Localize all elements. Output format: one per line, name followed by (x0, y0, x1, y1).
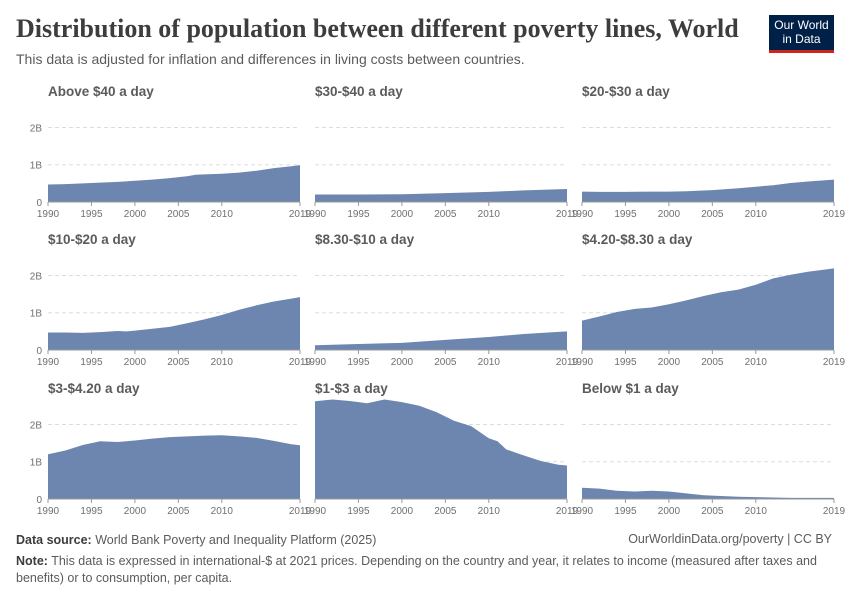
panel-8-x-tick-label: 2005 (434, 506, 457, 517)
panel-1-y-tick-label: 2B (30, 123, 43, 134)
source-link[interactable]: OurWorldinData.org/poverty | CC BY (628, 532, 832, 546)
panel-8-title: $1-$3 a day (315, 381, 388, 396)
panel-3-x-tick-label: 1990 (571, 209, 594, 220)
panel-1-y-tick-label: 1B (30, 161, 43, 172)
panel-4-x-tick-label: 2005 (167, 357, 190, 368)
panel-1-title: Above $40 a day (48, 84, 154, 99)
note-label: Note: (16, 554, 48, 568)
panel-3-x-tick-label: 2005 (701, 209, 724, 220)
panel-5-area (315, 331, 567, 350)
chart-subtitle: This data is adjusted for inflation and … (16, 51, 525, 67)
panel-1-x-tick-label: 1990 (37, 209, 60, 220)
panel-7-x-tick-label: 2019 (289, 506, 312, 517)
panel-7-x-tick-label: 2010 (211, 506, 234, 517)
panel-7-area (48, 435, 300, 499)
panel-4-area (48, 297, 300, 350)
panel-8-area (315, 399, 567, 499)
panel-1-x-tick-label: 2000 (124, 209, 147, 220)
panel-1-y-tick-label: 0 (36, 198, 42, 209)
panel-9-title: Below $1 a day (582, 381, 679, 396)
panel-1-x-tick-label: 2005 (167, 209, 190, 220)
panel-4-x-tick-label: 1990 (37, 357, 60, 368)
panel-4-x-tick-label: 2019 (289, 357, 312, 368)
panel-9-x-tick-label: 1990 (571, 506, 594, 517)
panel-5-x-tick-label: 1990 (304, 357, 327, 368)
panel-1-x-tick-label: 2019 (289, 209, 312, 220)
panel-8-x-tick-label: 1995 (347, 506, 370, 517)
panel-8-x-tick-label: 2000 (391, 506, 414, 517)
panel-3-x-tick-label: 2010 (745, 209, 768, 220)
panel-2-x-tick-label: 1990 (304, 209, 327, 220)
data-source-label: Data source: (16, 533, 92, 547)
note-text: This data is expressed in international-… (16, 554, 817, 585)
panel-1-x-tick-label: 2010 (211, 209, 234, 220)
panel-3-x-tick-label: 1995 (614, 209, 637, 220)
panel-1-area (48, 165, 300, 202)
panel-2-title: $30-$40 a day (315, 84, 403, 99)
panel-7-x-tick-label: 1990 (37, 506, 60, 517)
panel-6-x-tick-label: 2000 (658, 357, 681, 368)
panel-3-x-tick-label: 2000 (658, 209, 681, 220)
panel-8-x-tick-label: 1990 (304, 506, 327, 517)
panel-2-x-tick-label: 2000 (391, 209, 414, 220)
panel-6-area (582, 268, 834, 350)
panel-9-x-tick-label: 2005 (701, 506, 724, 517)
logo-line-1: Our World (774, 18, 829, 32)
panel-2-x-tick-label: 2010 (478, 209, 501, 220)
panel-7-x-tick-label: 1995 (80, 506, 103, 517)
panel-2-x-tick-label: 1995 (347, 209, 370, 220)
panel-6-x-tick-label: 2010 (745, 357, 768, 368)
panel-7-y-tick-label: 1B (30, 458, 43, 469)
panel-5-x-tick-label: 2019 (556, 357, 579, 368)
panel-4-y-tick-label: 1B (30, 309, 43, 320)
panel-4-x-tick-label: 2010 (211, 357, 234, 368)
data-source-text: World Bank Poverty and Inequality Platfo… (95, 533, 377, 547)
panel-4-y-tick-label: 2B (30, 271, 43, 282)
panel-3-x-tick-label: 2019 (823, 209, 846, 220)
panel-7-x-tick-label: 2005 (167, 506, 190, 517)
panel-4-y-tick-label: 0 (36, 346, 42, 357)
panel-9-x-tick-label: 2000 (658, 506, 681, 517)
panel-6-x-tick-label: 1990 (571, 357, 594, 368)
panel-9-x-tick-label: 2019 (823, 506, 846, 517)
panel-5-x-tick-label: 2000 (391, 357, 414, 368)
panel-8-x-tick-label: 2019 (556, 506, 579, 517)
chart-title: Distribution of population between diffe… (16, 14, 739, 43)
owid-logo[interactable]: Our World in Data (769, 15, 834, 53)
panel-9-area (582, 487, 834, 499)
panel-7-title: $3-$4.20 a day (48, 381, 140, 396)
panel-5-title: $8.30-$10 a day (315, 232, 415, 247)
panel-5-x-tick-label: 2010 (478, 357, 501, 368)
panel-4-x-tick-label: 1995 (80, 357, 103, 368)
panel-5-x-tick-label: 2005 (434, 357, 457, 368)
panel-6-title: $4.20-$8.30 a day (582, 232, 693, 247)
panel-4-x-tick-label: 2000 (124, 357, 147, 368)
panel-1-x-tick-label: 1995 (80, 209, 103, 220)
data-source: Data source: World Bank Poverty and Ineq… (16, 532, 376, 549)
logo-line-2: in Data (782, 32, 821, 46)
panel-3-title: $20-$30 a day (582, 84, 670, 99)
panel-9-x-tick-label: 2010 (745, 506, 768, 517)
panel-7-y-tick-label: 2B (30, 420, 43, 431)
panel-2-area (315, 189, 567, 202)
panel-3-area (582, 179, 834, 202)
panel-2-x-tick-label: 2005 (434, 209, 457, 220)
panel-7-y-tick-label: 0 (36, 495, 42, 506)
panel-7-x-tick-label: 2000 (124, 506, 147, 517)
panel-8-x-tick-label: 2010 (478, 506, 501, 517)
panel-4-title: $10-$20 a day (48, 232, 136, 247)
small-multiples-chart: Above $40 a day 0 1B 2B 1990 1995 2000 2005 2010… (30, 84, 846, 517)
panel-6-x-tick-label: 2005 (701, 357, 724, 368)
chart-note: Note: This data is expressed in internat… (16, 553, 831, 587)
panel-6-x-tick-label: 1995 (614, 357, 637, 368)
panel-2-x-tick-label: 2019 (556, 209, 579, 220)
panel-9-x-tick-label: 1995 (614, 506, 637, 517)
panel-5-x-tick-label: 1995 (347, 357, 370, 368)
panel-6-x-tick-label: 2019 (823, 357, 846, 368)
